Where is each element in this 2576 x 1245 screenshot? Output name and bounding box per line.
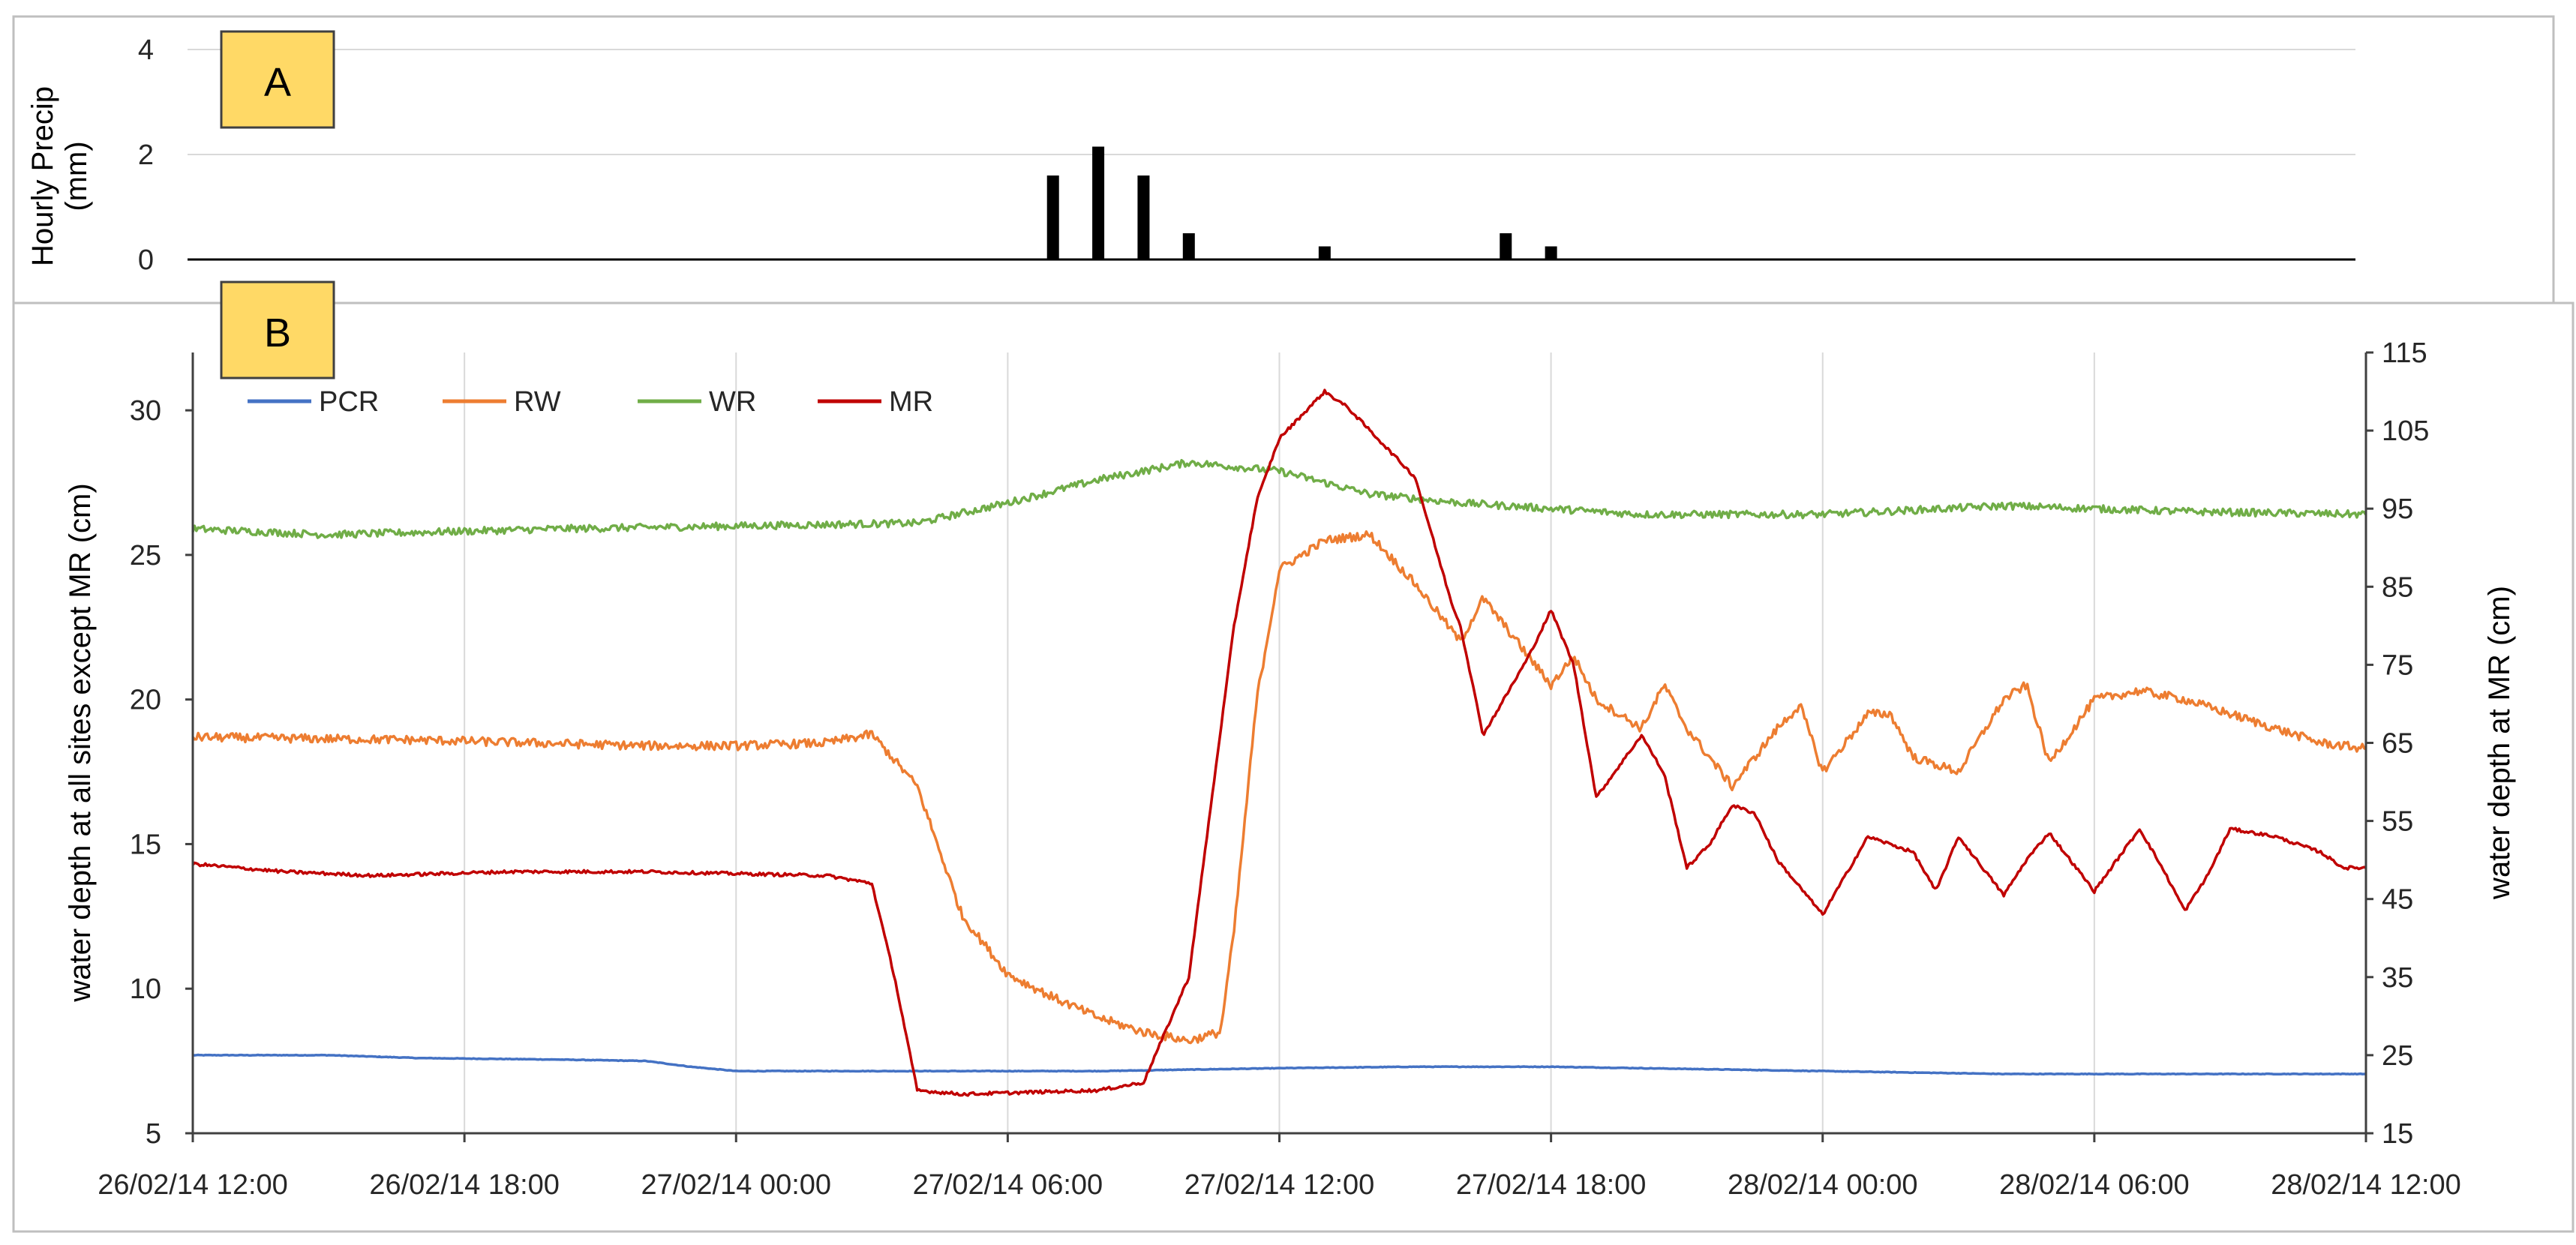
panel-b-legend: PCR RW WR MR (248, 386, 933, 418)
panel-b-label: B (264, 310, 291, 356)
legend-label-mr: MR (889, 386, 933, 418)
legend-label-wr: WR (709, 386, 756, 418)
x-tick-label: 28/02/14 12:00 (2271, 1169, 2461, 1201)
x-tick-label: 28/02/14 06:00 (1999, 1169, 2190, 1201)
right-y-tick-label: 25 (2382, 1040, 2413, 1072)
right-y-tick-label: 45 (2382, 884, 2413, 916)
x-tick-label: 27/02/14 18:00 (1456, 1169, 1647, 1201)
right-y-tick-label: 65 (2382, 728, 2413, 760)
precip-bar (1318, 246, 1331, 260)
panel-b-x-ticks: 26/02/14 12:00 26/02/14 18:00 27/02/14 00:… (98, 1133, 2461, 1201)
panel-a-label: A (264, 60, 291, 105)
panel-b-border (12, 302, 2574, 1233)
right-y-tick-label: 75 (2382, 650, 2413, 681)
panel-a-bars (1046, 146, 1557, 260)
series-line-pcr (192, 1053, 2367, 1076)
precip-bar (1137, 176, 1150, 260)
precip-bar (1182, 233, 1195, 260)
precip-bar (1046, 176, 1059, 260)
panel-a-y-label-line2: (mm) (60, 141, 93, 211)
x-tick-label: 26/02/14 18:00 (369, 1169, 560, 1201)
left-y-tick-label: 10 (130, 974, 161, 1005)
panel-a-y-tick-label: 0 (138, 244, 154, 276)
x-tick-label: 26/02/14 12:00 (98, 1169, 288, 1201)
panel-b-right-y-label: water depth at MR (cm) (2483, 586, 2516, 900)
panel-b-left-y-ticks: 5 10 15 20 25 30 (130, 395, 193, 1150)
right-y-tick-label: 55 (2382, 806, 2413, 838)
panel-b-series-lines (191, 388, 2367, 1097)
legend-label-rw: RW (514, 386, 561, 418)
panel-a-border (12, 15, 2555, 304)
panel-a-y-ticks: 0 2 4 (138, 34, 154, 276)
series-line-wr (191, 458, 2367, 539)
right-y-tick-label: 35 (2382, 962, 2413, 994)
precip-bar (1092, 146, 1105, 260)
panel-b-label-box (220, 280, 335, 380)
precip-bar (1500, 233, 1512, 260)
x-tick-label: 28/02/14 00:00 (1728, 1169, 1918, 1201)
right-y-tick-label: 15 (2382, 1118, 2413, 1150)
left-y-tick-label: 15 (130, 829, 161, 860)
x-tick-label: 27/02/14 00:00 (641, 1169, 831, 1201)
left-y-tick-label: 30 (130, 395, 161, 427)
panel-b-gridlines (464, 352, 2367, 1133)
panel-a-label-box (220, 30, 335, 129)
precip-bar (1545, 246, 1557, 260)
right-y-tick-label: 85 (2382, 572, 2413, 603)
right-y-tick-label: 95 (2382, 494, 2413, 525)
panel-a-y-label-line1: Hourly Precip (26, 86, 59, 266)
x-tick-label: 27/02/14 06:00 (913, 1169, 1103, 1201)
right-y-tick-label: 115 (2382, 338, 2427, 369)
panel-b-left-y-label: water depth at all sites except MR (cm) (64, 483, 97, 1002)
series-line-rw (191, 530, 2367, 1045)
series-line-mr (191, 388, 2367, 1097)
legend-label-pcr: PCR (319, 386, 379, 418)
panel-a-gridlines (188, 49, 2355, 155)
left-y-tick-label: 20 (130, 685, 161, 716)
panel-a-y-tick-label: 4 (138, 34, 154, 66)
left-y-tick-label: 5 (146, 1118, 161, 1150)
panel-a-y-tick-label: 2 (138, 140, 154, 171)
x-tick-label: 27/02/14 12:00 (1184, 1169, 1375, 1201)
panel-b-right-y-ticks: 15 25 35 45 55 65 75 85 95 105 115 (2366, 338, 2429, 1150)
left-y-tick-label: 25 (130, 540, 161, 572)
right-y-tick-label: 105 (2382, 416, 2429, 447)
